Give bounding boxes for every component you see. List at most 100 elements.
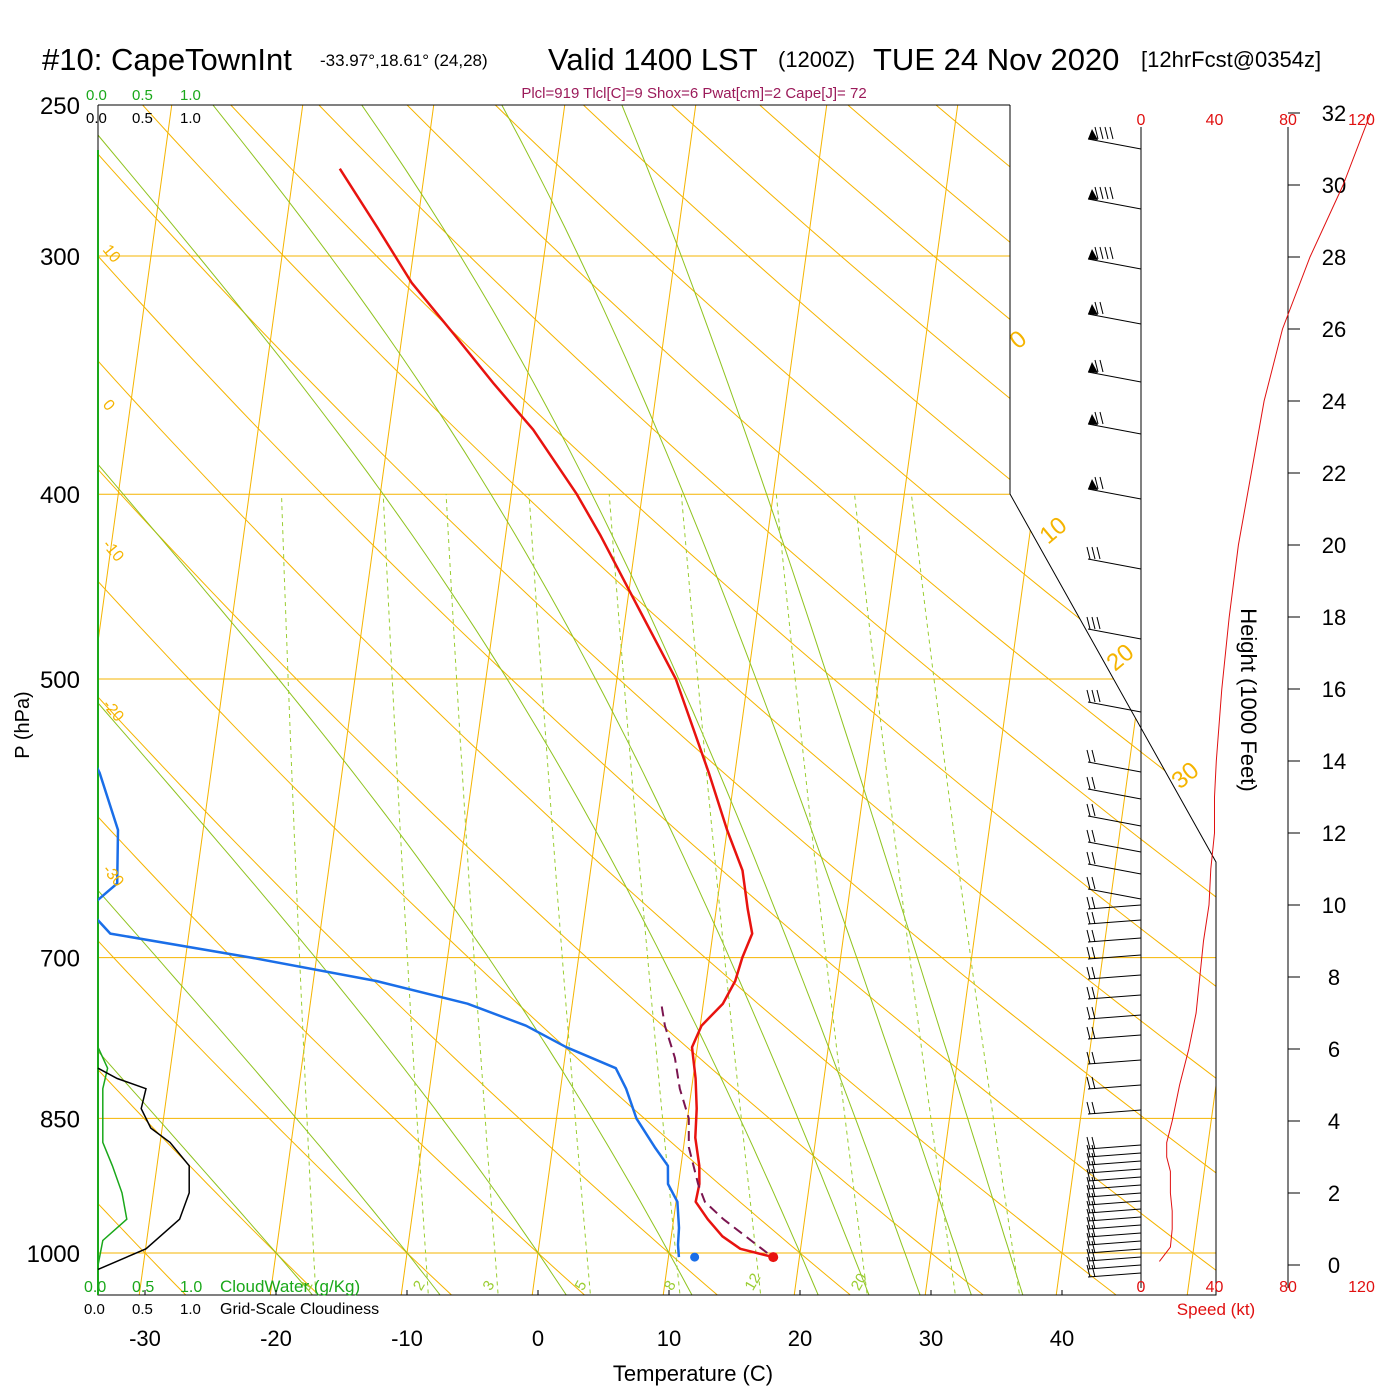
isotherm-label-right: 20 xyxy=(1102,639,1140,677)
wind-barb xyxy=(1087,1059,1142,1065)
wind-barb-feather xyxy=(1086,966,1091,980)
wind-barb-feather xyxy=(1086,1101,1091,1115)
grid-layer: 1 2 3 5 8 12 20 xyxy=(98,105,1216,1295)
cl-top-tick-2: 1.0 xyxy=(180,110,201,127)
wind-barb xyxy=(1087,1034,1142,1040)
trace-parcel xyxy=(660,1003,768,1254)
cloudwater-profile xyxy=(97,1046,128,1266)
wind-barb-feather xyxy=(1091,1192,1096,1206)
height-label: 20 xyxy=(1322,533,1346,558)
wind-barb-feather xyxy=(1091,1200,1096,1214)
wind-barb xyxy=(1087,488,1142,500)
wind-barb xyxy=(1087,841,1142,853)
wind-barb-feather xyxy=(1091,689,1096,703)
wind-barb xyxy=(1087,1232,1142,1238)
isotherm-label-left: -20 xyxy=(99,697,127,726)
speed-label-bottom: 120 xyxy=(1348,1279,1375,1296)
wind-barb xyxy=(1087,994,1142,1000)
station-title: #10: CapeTownInt xyxy=(42,42,292,77)
wind-barb xyxy=(1087,371,1142,383)
dry-adiabat xyxy=(373,105,1216,1295)
wind-barb-feather xyxy=(1094,186,1099,200)
wind-barb-feather xyxy=(1091,966,1096,980)
wind-barb-feather xyxy=(1091,1208,1096,1222)
wind-barb-feather xyxy=(1094,301,1099,315)
moist-adiabat xyxy=(337,105,929,1295)
wind-barb-feather xyxy=(1091,1256,1096,1270)
wind-barb-feather xyxy=(1091,1136,1096,1150)
speed-label-top: 80 xyxy=(1279,112,1297,129)
wind-barb-feather xyxy=(1091,1152,1096,1166)
wind-barb-feather xyxy=(1086,911,1091,925)
wind-barb-feather xyxy=(1091,1160,1096,1174)
surface-dewpoint-point xyxy=(690,1252,700,1262)
speed-label-top: 120 xyxy=(1348,112,1375,129)
wind-barb-feather xyxy=(1091,929,1096,943)
pressure-label-250: 250 xyxy=(40,93,80,120)
wind-barb xyxy=(1087,1240,1142,1246)
wind-barb-feather xyxy=(1091,851,1096,865)
temperature-axis-title: Temperature (C) xyxy=(613,1361,773,1386)
wind-barb xyxy=(1087,788,1142,800)
wind-barb xyxy=(1087,919,1142,925)
mixing-ratio-line xyxy=(775,494,868,1294)
valid-zulu: (1200Z) xyxy=(778,47,855,72)
wind-barb-feather xyxy=(1091,1168,1096,1182)
isotherm-label-right: 10 xyxy=(1035,512,1073,550)
wind-barb-feather xyxy=(1086,1144,1091,1158)
wind-barb-feather xyxy=(1091,1248,1096,1262)
wind-barb-feather xyxy=(1086,689,1091,703)
dry-adiabat xyxy=(98,105,1145,1295)
wind-barb-feather xyxy=(1091,1144,1096,1158)
dry-adiabat xyxy=(1157,105,1216,1295)
wind-barb xyxy=(1087,1248,1142,1254)
wind-barb-feather xyxy=(1091,1101,1096,1115)
wind-barb-feather xyxy=(1094,359,1099,373)
wind-barb-feather xyxy=(1086,776,1091,790)
dry-adiabat xyxy=(98,105,744,1295)
dry-adiabat xyxy=(98,105,1011,1295)
wind-barb xyxy=(1087,1216,1142,1222)
wind-barb-feather xyxy=(1091,1232,1096,1246)
pressure-label-700: 700 xyxy=(40,946,80,973)
wind-barb-feather xyxy=(1091,776,1096,790)
wind-barb xyxy=(1087,1014,1142,1020)
wind-barb xyxy=(1087,954,1142,960)
wind-barb-feather xyxy=(1086,1152,1091,1166)
wind-barb xyxy=(1087,258,1142,270)
wind-barb-feather xyxy=(1096,689,1101,703)
height-label: 30 xyxy=(1322,173,1346,198)
cloudwater-label: CloudWater (g/Kg) xyxy=(220,1277,360,1296)
cl-bot-tick-2: 1.0 xyxy=(180,1301,201,1318)
mixing-ratio-label: 2 xyxy=(410,1278,429,1294)
wind-barb-feather xyxy=(1099,186,1104,200)
wind-barb-feather xyxy=(1091,1051,1096,1065)
dry-adiabat xyxy=(111,105,1216,1295)
dry-adiabat xyxy=(98,105,342,1295)
height-label: 22 xyxy=(1322,461,1346,486)
wind-barb-feather xyxy=(1091,876,1096,890)
height-label: 12 xyxy=(1322,821,1346,846)
moist-adiabat xyxy=(607,105,1030,1295)
wind-barb-feather xyxy=(1086,1232,1091,1246)
moist-adiabat xyxy=(98,105,828,1295)
temp-label: 0 xyxy=(532,1326,544,1351)
trace-dewpoint xyxy=(98,168,681,1258)
height-label: 32 xyxy=(1322,101,1346,126)
wind-barb-feather xyxy=(1086,1224,1091,1238)
isotherm-label-right: 30 xyxy=(1167,757,1205,795)
wind-barb xyxy=(1087,1224,1142,1230)
wind-barb-feather xyxy=(1086,749,1091,763)
cw-bot-tick-0: 0.0 xyxy=(84,1279,106,1296)
isotherm-line xyxy=(1052,105,1216,1295)
wind-barb-flag xyxy=(1088,189,1098,200)
height-label: 6 xyxy=(1328,1037,1340,1062)
wind-barb-feather xyxy=(1086,1184,1091,1198)
wind-barb-feather xyxy=(1099,476,1104,490)
isotherm-line xyxy=(135,105,308,1295)
wind-barb-feather xyxy=(1091,911,1096,925)
dry-adiabat xyxy=(1070,105,1216,1295)
speed-label-top: 40 xyxy=(1206,112,1224,129)
wind-barb-feather xyxy=(1091,946,1096,960)
wind-barb-feather xyxy=(1091,829,1096,843)
